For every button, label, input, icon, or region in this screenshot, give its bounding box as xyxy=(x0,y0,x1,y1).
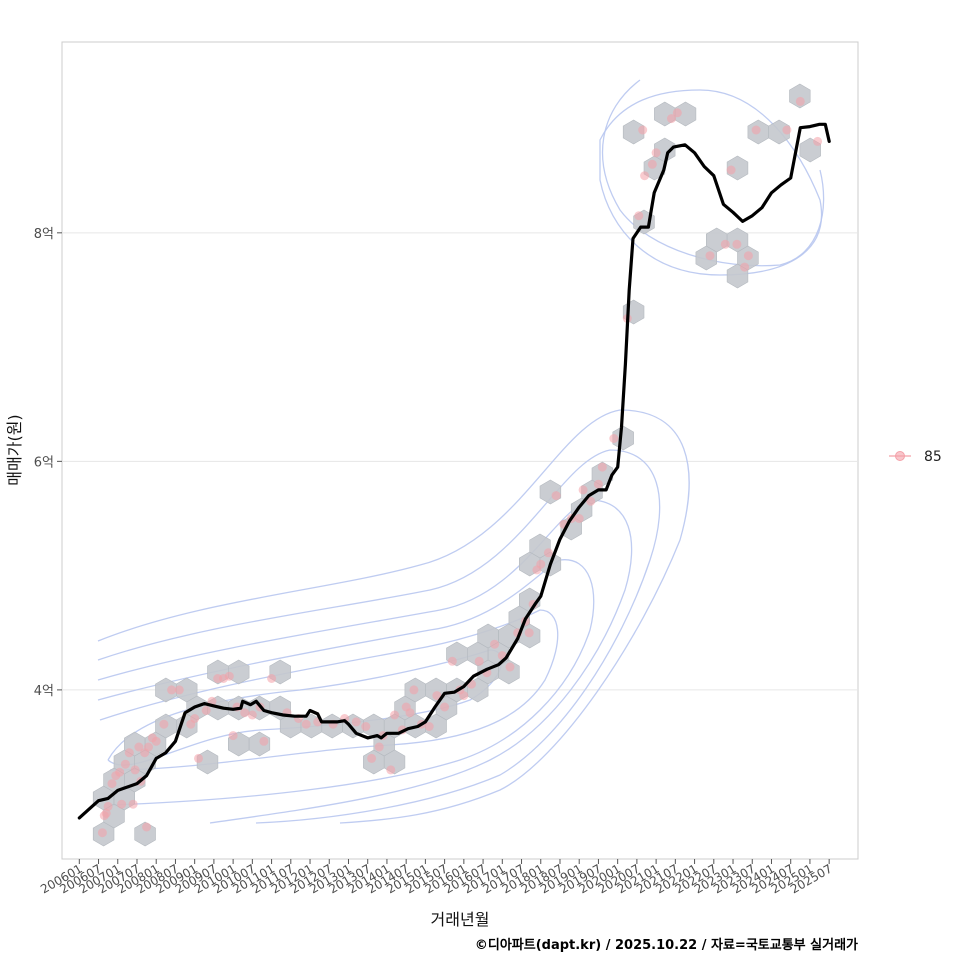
source-caption: ©디아파트(dapt.kr) / 2025.10.22 / 자료=국토교통부 실… xyxy=(474,938,858,953)
density-contour xyxy=(97,409,690,824)
transaction-point xyxy=(705,251,715,261)
hexbin-cell xyxy=(674,101,697,127)
density-contour xyxy=(97,559,595,806)
transaction-point xyxy=(795,96,805,106)
transaction-point xyxy=(672,108,682,118)
transaction-point xyxy=(647,159,657,169)
hexbin-cell xyxy=(612,425,634,451)
transaction-point xyxy=(551,491,561,501)
transaction-point xyxy=(505,662,515,672)
transaction-point xyxy=(228,731,238,741)
moving-average-line xyxy=(77,122,831,820)
transaction-point xyxy=(301,719,311,729)
transaction-point xyxy=(440,702,450,712)
transaction-point xyxy=(524,628,534,638)
transaction-point xyxy=(134,742,144,752)
transaction-point xyxy=(103,801,113,811)
transaction-point xyxy=(174,685,184,695)
transaction-point xyxy=(107,779,117,789)
transaction-point xyxy=(194,753,203,763)
transaction-point xyxy=(609,434,619,443)
transaction-point xyxy=(115,767,125,777)
transaction-point xyxy=(128,799,138,809)
density-contour xyxy=(97,499,633,824)
transaction-point xyxy=(732,239,742,249)
transaction-point xyxy=(667,114,676,124)
density-contour xyxy=(99,609,559,771)
transaction-point xyxy=(638,125,648,135)
transaction-point xyxy=(740,262,750,272)
transaction-point xyxy=(117,799,127,809)
transaction-point xyxy=(159,719,169,729)
transaction-point xyxy=(390,710,400,720)
y-tick-label: 8억 xyxy=(34,227,54,242)
transaction-point xyxy=(151,736,161,746)
transaction-point xyxy=(190,714,200,723)
x-axis-title: 거래년월 xyxy=(431,910,490,929)
transaction-point xyxy=(720,239,730,249)
hexbin-cell xyxy=(789,83,811,109)
transaction-point xyxy=(130,765,140,775)
transaction-point xyxy=(543,548,553,558)
transaction-point xyxy=(578,485,588,495)
density-contour xyxy=(601,79,825,267)
transaction-point xyxy=(743,251,753,261)
transaction-point xyxy=(490,639,500,649)
transaction-point xyxy=(447,656,457,666)
transaction-point xyxy=(97,828,107,838)
y-axis: 4억 6억 8억 xyxy=(34,227,62,699)
transaction-point xyxy=(813,136,823,146)
hexbin-cell xyxy=(228,659,250,685)
y-tick-label: 4억 xyxy=(34,684,54,699)
transaction-point xyxy=(224,671,234,681)
transaction-point xyxy=(726,165,736,175)
transaction-point xyxy=(386,765,396,775)
transaction-point xyxy=(634,211,644,221)
transaction-point xyxy=(144,742,153,752)
trend-line-layer xyxy=(77,122,831,820)
transaction-point xyxy=(782,125,792,135)
density-contour xyxy=(97,449,661,824)
transaction-point xyxy=(459,691,469,701)
legend-label-85: 85 xyxy=(924,449,942,465)
transaction-point xyxy=(201,706,211,715)
x-axis: 2006012006072007012007072008012008072009… xyxy=(38,859,835,897)
transaction-point xyxy=(405,708,415,718)
transaction-point xyxy=(124,748,134,758)
transaction-point xyxy=(640,171,650,181)
hexbin-cell xyxy=(768,119,790,145)
legend: 85 xyxy=(889,449,942,465)
transaction-point xyxy=(259,736,269,746)
transaction-point xyxy=(432,691,442,701)
transaction-point xyxy=(267,674,277,683)
transaction-point xyxy=(536,559,546,569)
transaction-point xyxy=(247,710,257,720)
transaction-point xyxy=(351,717,361,727)
transaction-point xyxy=(424,722,434,731)
transaction-point xyxy=(586,496,596,506)
transaction-point xyxy=(574,514,584,523)
transaction-point xyxy=(101,808,111,818)
transaction-point xyxy=(751,125,761,135)
transaction-point xyxy=(240,708,250,718)
transaction-point xyxy=(142,822,152,832)
transaction-point xyxy=(651,148,661,158)
y-tick-label: 6억 xyxy=(34,455,54,470)
transaction-point xyxy=(374,742,384,752)
legend-point-marker xyxy=(895,451,905,461)
transaction-point xyxy=(361,722,371,731)
transaction-point xyxy=(120,759,130,769)
transaction-point xyxy=(367,753,377,763)
y-axis-title: 매매가(원) xyxy=(5,414,24,485)
transaction-point xyxy=(474,656,484,666)
transaction-point xyxy=(597,462,607,472)
transaction-point xyxy=(593,479,603,489)
density-contour xyxy=(599,89,823,276)
transaction-point xyxy=(409,685,419,695)
transaction-point xyxy=(167,685,177,695)
